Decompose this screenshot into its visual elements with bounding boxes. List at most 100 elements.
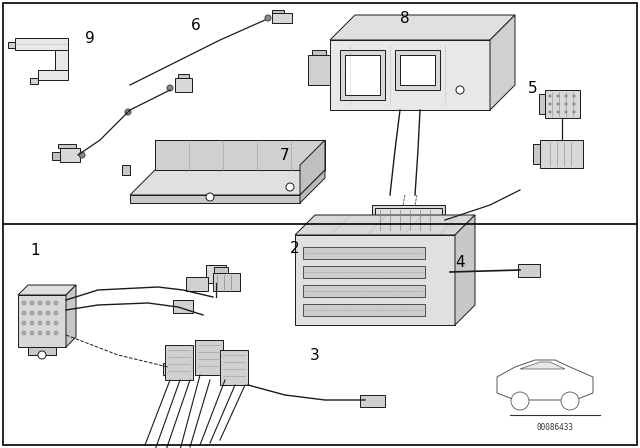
Polygon shape [155, 140, 325, 170]
Polygon shape [330, 15, 515, 40]
Polygon shape [52, 152, 60, 160]
Circle shape [22, 301, 26, 305]
Text: 8: 8 [400, 10, 410, 26]
Circle shape [206, 193, 214, 201]
Circle shape [38, 311, 42, 315]
Circle shape [22, 321, 26, 325]
Polygon shape [60, 148, 80, 162]
Polygon shape [175, 78, 192, 92]
Polygon shape [295, 235, 455, 325]
Circle shape [456, 86, 464, 94]
Circle shape [549, 95, 551, 97]
Text: 00086433: 00086433 [536, 423, 573, 432]
Polygon shape [178, 74, 189, 78]
Polygon shape [18, 295, 66, 347]
Polygon shape [195, 340, 223, 375]
Polygon shape [300, 170, 325, 203]
Polygon shape [66, 285, 76, 347]
Circle shape [167, 85, 173, 91]
Text: 2: 2 [290, 241, 300, 255]
Polygon shape [206, 265, 226, 283]
Polygon shape [312, 50, 326, 55]
Circle shape [549, 111, 551, 113]
Circle shape [54, 321, 58, 325]
Polygon shape [395, 50, 440, 90]
Polygon shape [18, 285, 76, 295]
Circle shape [54, 301, 58, 305]
Circle shape [38, 301, 42, 305]
Polygon shape [165, 345, 193, 380]
Polygon shape [213, 273, 240, 291]
Polygon shape [272, 13, 292, 23]
Polygon shape [303, 247, 425, 259]
Polygon shape [295, 215, 475, 235]
Polygon shape [28, 347, 56, 355]
Polygon shape [38, 70, 68, 80]
Circle shape [22, 311, 26, 315]
Polygon shape [360, 395, 385, 407]
Circle shape [30, 331, 34, 335]
Polygon shape [540, 140, 583, 168]
Polygon shape [163, 363, 193, 375]
Circle shape [557, 103, 559, 105]
Polygon shape [214, 267, 228, 273]
Polygon shape [55, 50, 68, 70]
Circle shape [265, 15, 271, 21]
Polygon shape [220, 350, 248, 385]
Polygon shape [345, 55, 380, 95]
Polygon shape [372, 205, 445, 235]
Circle shape [46, 301, 50, 305]
Polygon shape [130, 195, 300, 203]
Text: 7: 7 [280, 147, 290, 163]
Polygon shape [520, 362, 565, 369]
Circle shape [557, 95, 559, 97]
Polygon shape [300, 140, 325, 195]
Polygon shape [272, 10, 284, 13]
Polygon shape [186, 277, 208, 291]
Text: 1: 1 [30, 242, 40, 258]
Polygon shape [545, 90, 580, 118]
Circle shape [573, 111, 575, 113]
Polygon shape [455, 215, 475, 325]
Text: 6: 6 [191, 17, 201, 33]
Polygon shape [533, 144, 540, 164]
Polygon shape [15, 38, 68, 50]
Text: 3: 3 [310, 348, 320, 362]
Circle shape [511, 392, 529, 410]
Circle shape [54, 311, 58, 315]
Circle shape [561, 392, 579, 410]
Polygon shape [8, 42, 15, 48]
Circle shape [22, 331, 26, 335]
Polygon shape [303, 266, 425, 278]
Circle shape [38, 321, 42, 325]
Polygon shape [173, 300, 193, 313]
Circle shape [30, 311, 34, 315]
Polygon shape [518, 264, 540, 277]
Polygon shape [400, 55, 435, 85]
Circle shape [286, 183, 294, 191]
Circle shape [79, 152, 85, 158]
Polygon shape [490, 15, 515, 110]
Circle shape [30, 301, 34, 305]
Polygon shape [303, 285, 425, 297]
Polygon shape [122, 165, 130, 175]
Text: 4: 4 [455, 254, 465, 270]
Circle shape [30, 321, 34, 325]
Polygon shape [539, 94, 545, 114]
Circle shape [549, 103, 551, 105]
Circle shape [54, 331, 58, 335]
Polygon shape [30, 78, 38, 84]
Polygon shape [330, 40, 490, 110]
Circle shape [125, 109, 131, 115]
Text: 9: 9 [85, 30, 95, 46]
Circle shape [38, 351, 46, 359]
Circle shape [565, 103, 567, 105]
Text: 5: 5 [528, 81, 538, 95]
Circle shape [46, 311, 50, 315]
Circle shape [565, 95, 567, 97]
Circle shape [46, 331, 50, 335]
Circle shape [573, 95, 575, 97]
Polygon shape [303, 304, 425, 316]
Circle shape [38, 331, 42, 335]
Polygon shape [340, 50, 385, 100]
